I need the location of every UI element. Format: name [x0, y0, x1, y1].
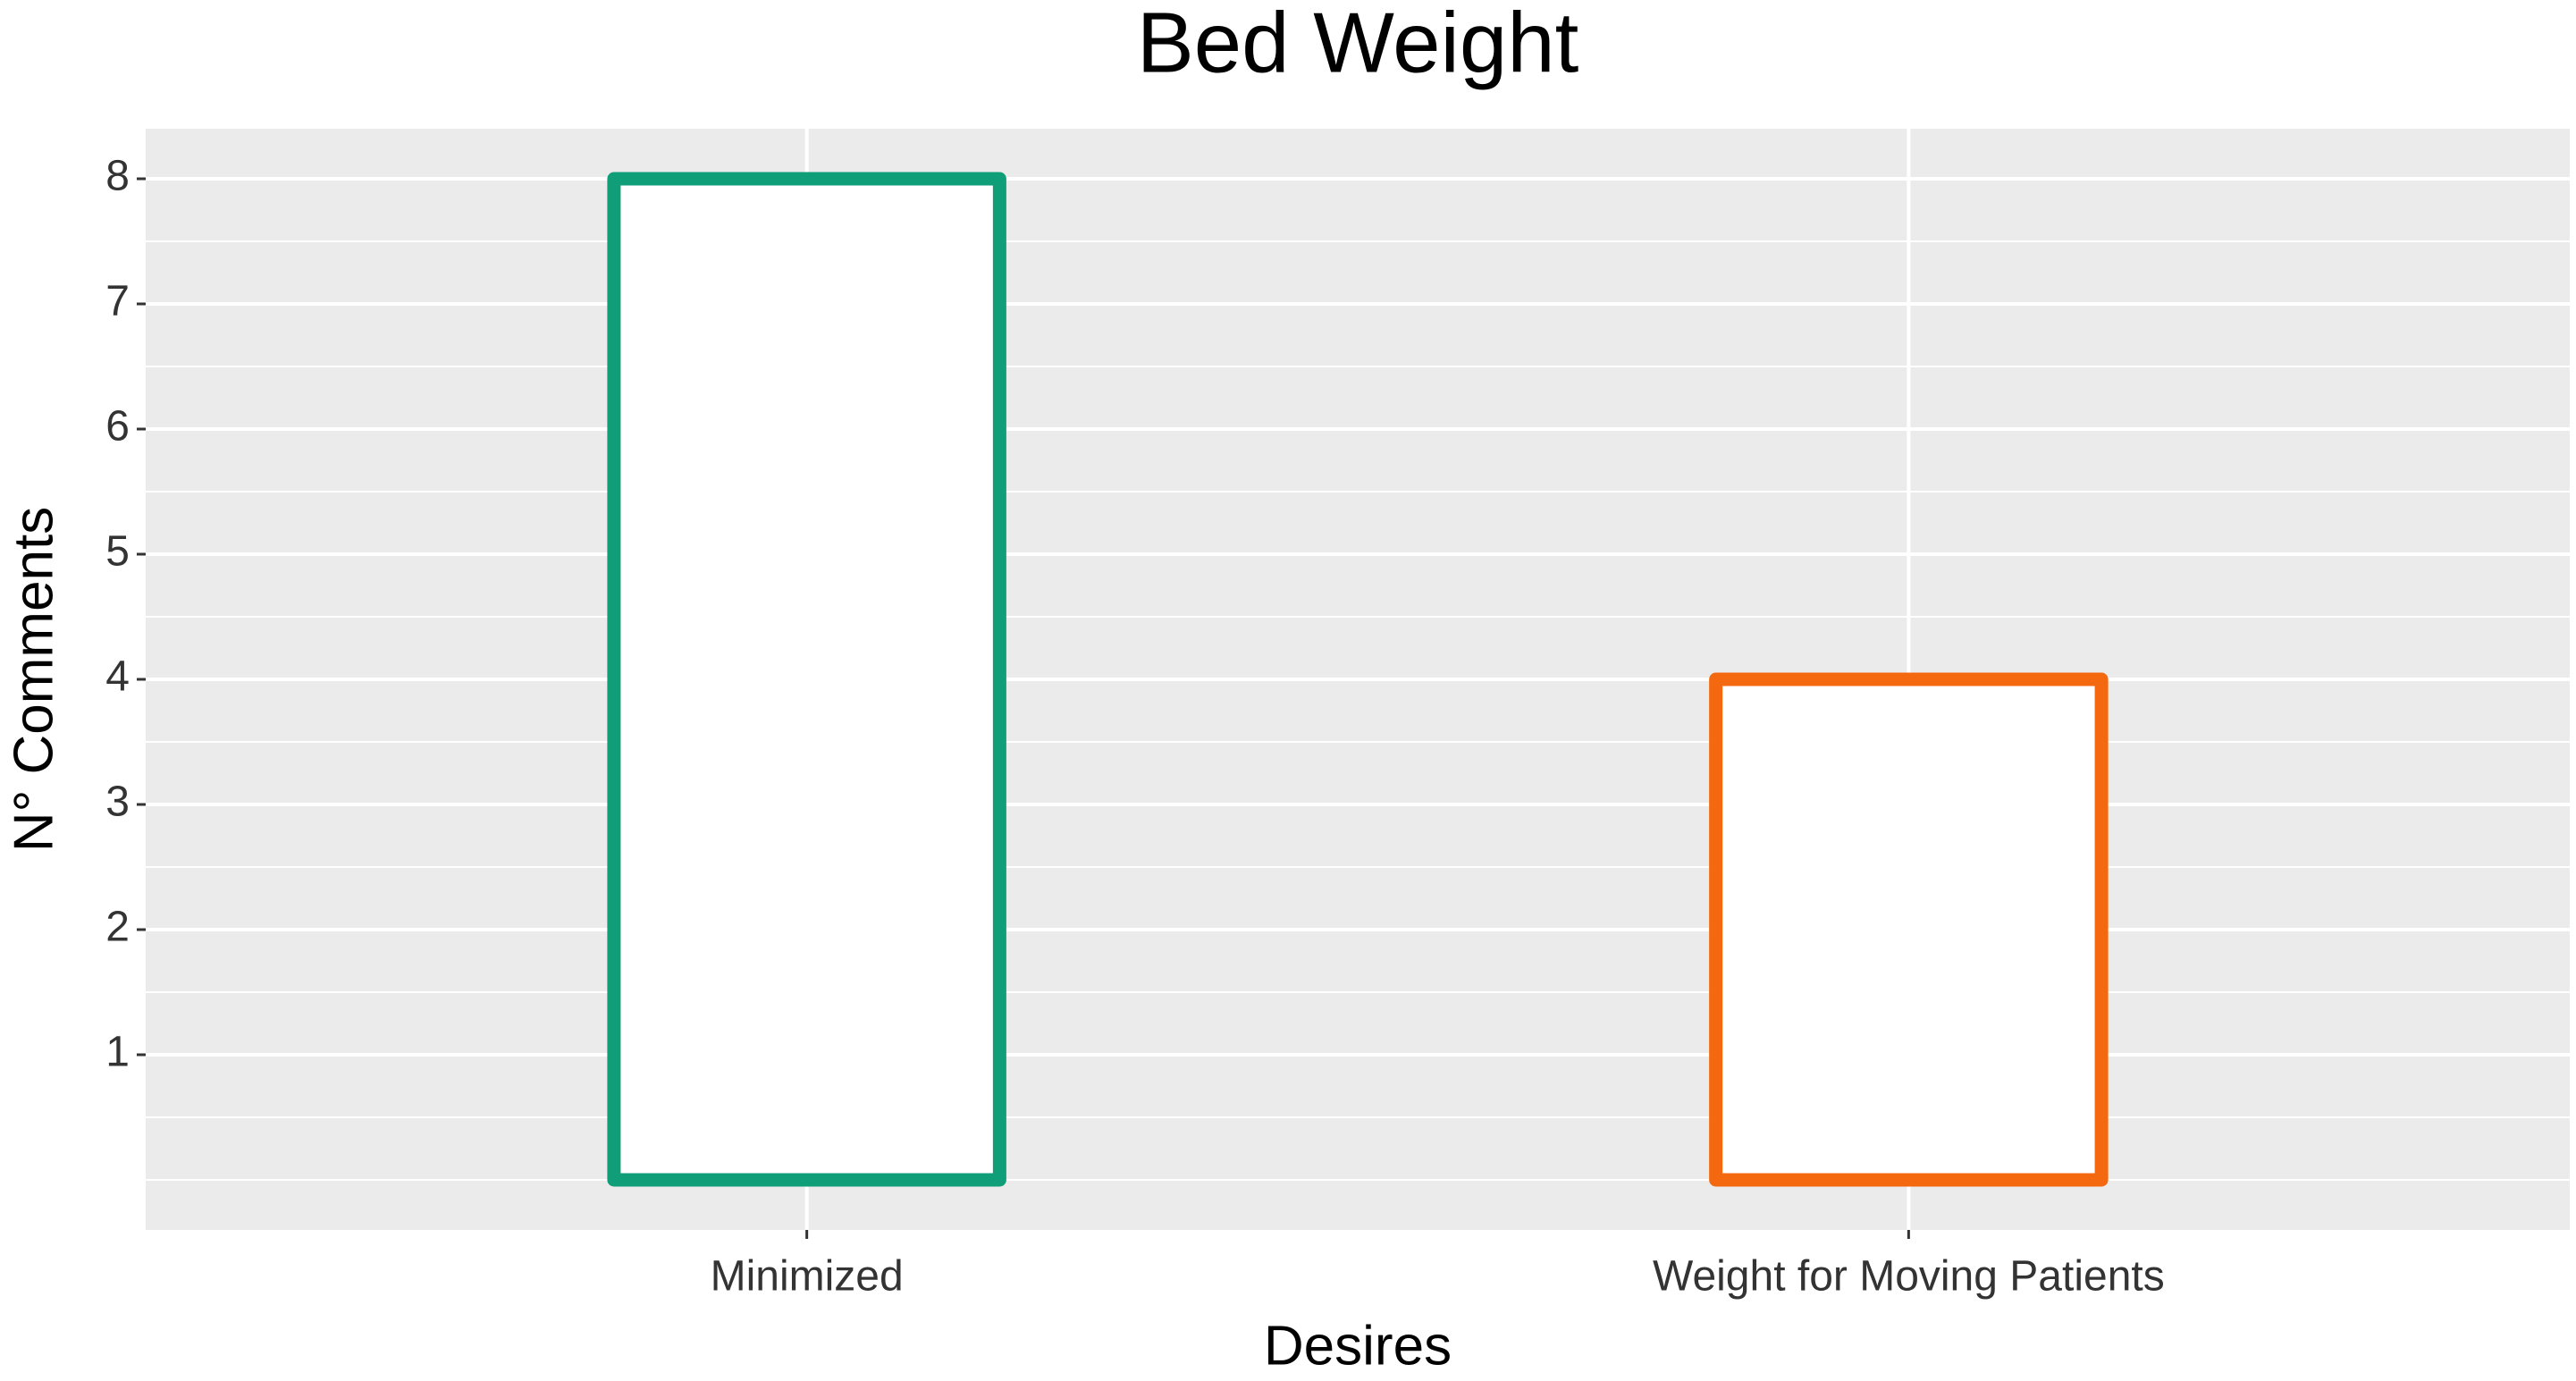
y-tick-label: 8	[105, 153, 130, 200]
grid	[146, 129, 2570, 1230]
bar	[607, 172, 1006, 1187]
y-tick-label: 7	[105, 278, 130, 325]
x-axis-title: Desires	[1264, 1315, 1452, 1377]
bars	[607, 172, 2109, 1187]
x-tick-label: Minimized	[711, 1253, 904, 1301]
y-tick-label: 6	[105, 403, 130, 451]
chart-title: Bed Weight	[1137, 0, 1579, 90]
y-axis-title: N° Comments	[3, 507, 64, 853]
y-tick-label: 1	[105, 1029, 130, 1076]
y-tick-label: 5	[105, 528, 130, 576]
y-tick-label: 3	[105, 779, 130, 826]
bar	[1709, 672, 2109, 1187]
y-tick-label: 2	[105, 904, 130, 951]
x-tick-label: Weight for Moving Patients	[1653, 1253, 2165, 1301]
y-tick-label: 4	[105, 653, 130, 701]
